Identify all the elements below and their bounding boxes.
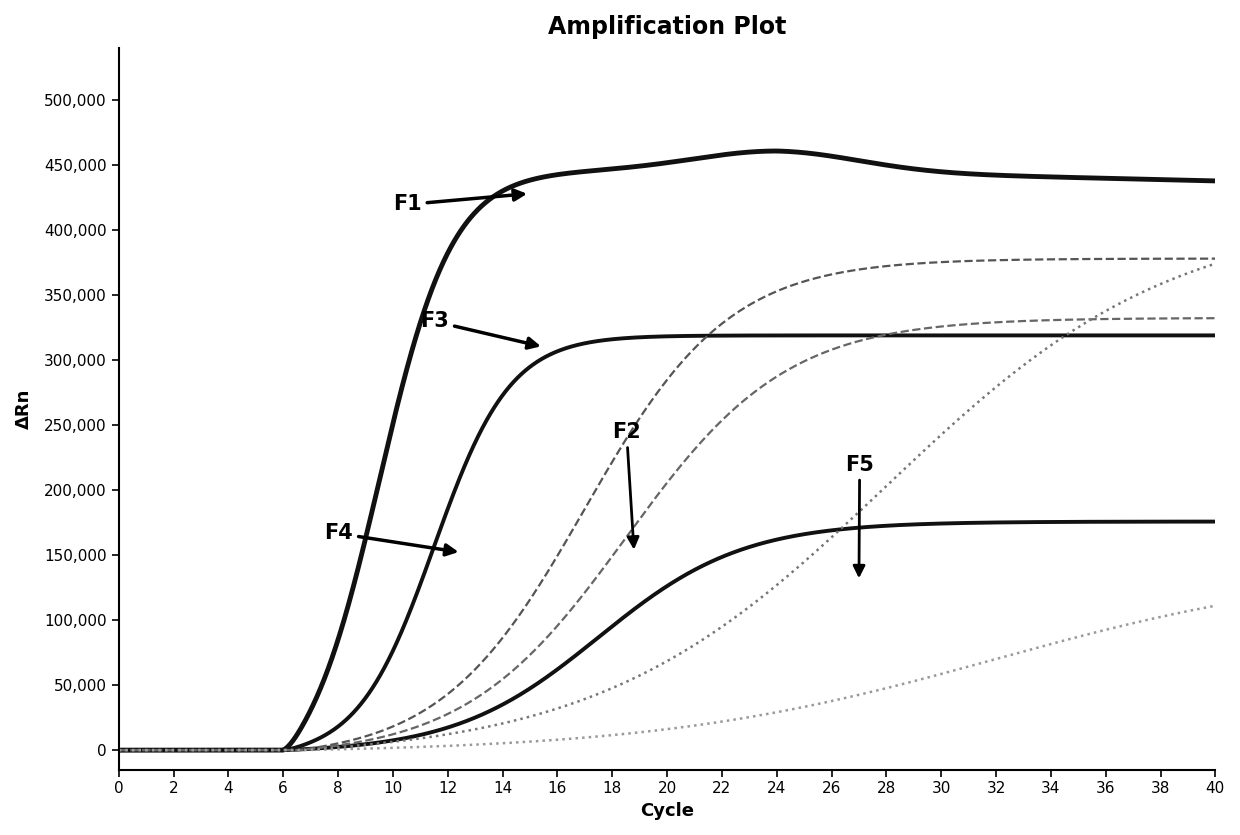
X-axis label: Cycle: Cycle	[640, 802, 694, 820]
Y-axis label: ΔRn: ΔRn	[15, 388, 33, 429]
Text: F1: F1	[393, 190, 523, 215]
Text: F5: F5	[846, 454, 874, 575]
Text: F2: F2	[613, 422, 641, 547]
Title: Amplification Plot: Amplification Plot	[548, 15, 786, 39]
Text: F3: F3	[420, 311, 537, 348]
Text: F4: F4	[325, 524, 455, 554]
